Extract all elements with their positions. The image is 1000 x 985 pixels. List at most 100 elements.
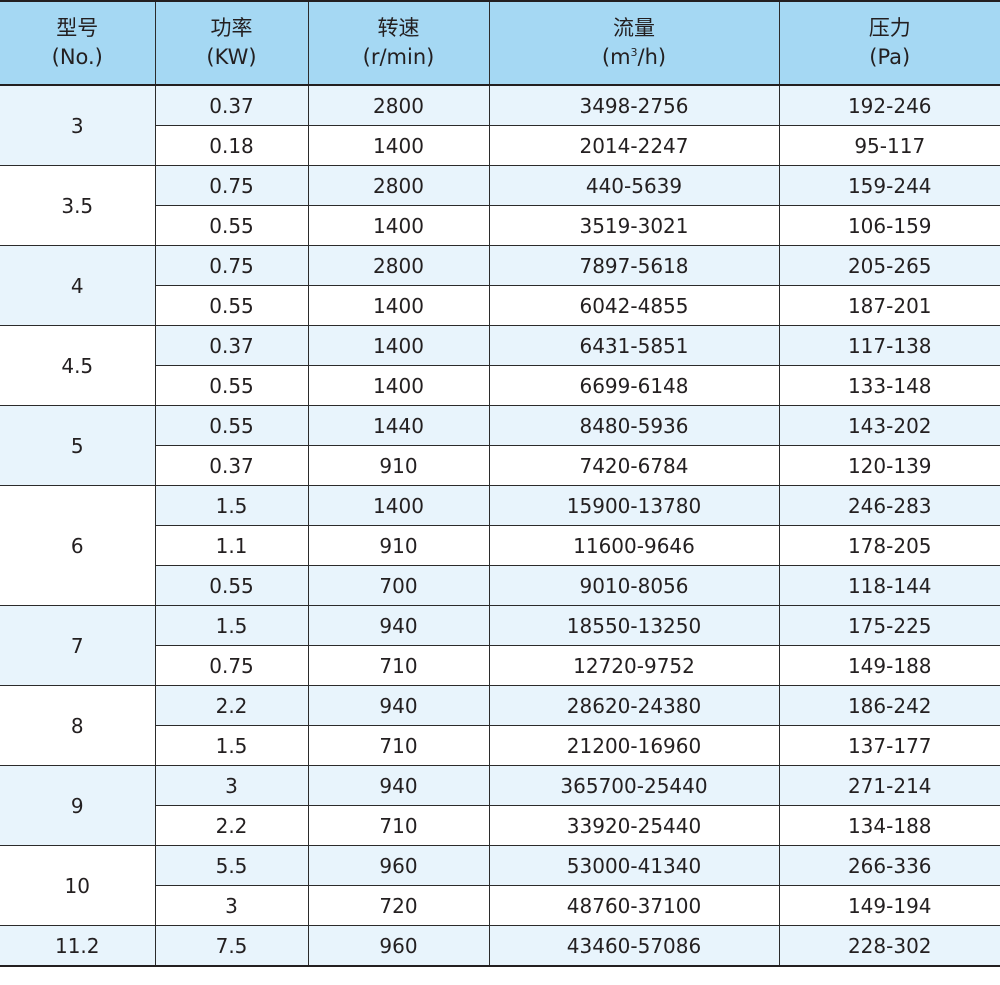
table-row: 2.2 710 33920-25440 134-188 <box>0 805 1000 846</box>
table-row: 0.18 1400 2014-2247 95-117 <box>0 125 1000 166</box>
model-cell: 5 <box>0 405 156 486</box>
flow-cell: 440-5639 <box>488 165 780 206</box>
power-cell: 3 <box>155 885 309 926</box>
header-speed: 转速 (r/min) <box>307 1 490 85</box>
flow-cell: 33920-25440 <box>488 805 780 846</box>
model-cell: 7 <box>0 605 156 686</box>
flow-cell: 2014-2247 <box>488 125 780 166</box>
pressure-cell: 186-242 <box>778 685 1000 726</box>
flow-cell: 12720-9752 <box>488 645 780 686</box>
header-flow-unit: (m3/h) <box>490 43 779 72</box>
pressure-cell: 192-246 <box>778 84 1000 126</box>
flow-cell: 53000-41340 <box>488 845 780 886</box>
flow-cell: 18550-13250 <box>488 605 780 646</box>
header-power-title: 功率 <box>210 16 253 40</box>
flow-cell: 6042-4855 <box>488 285 780 326</box>
pressure-cell: 133-148 <box>778 365 1000 406</box>
header-model: 型号 (No.) <box>0 1 156 85</box>
pressure-cell: 118-144 <box>778 565 1000 606</box>
table-row: 3.5 0.75 2800 440-5639 159-244 <box>0 165 1000 246</box>
power-cell: 0.55 <box>155 365 309 406</box>
header-pressure: 压力 (Pa) <box>778 1 1000 85</box>
pressure-cell: 120-139 <box>778 445 1000 486</box>
power-cell: 0.55 <box>155 565 309 606</box>
speed-cell: 910 <box>307 525 490 566</box>
power-cell: 0.55 <box>155 205 309 246</box>
speed-cell: 700 <box>307 565 490 606</box>
pressure-cell: 106-159 <box>778 205 1000 246</box>
table-body: 3 0.37 2800 3498-2756 192-246 0.18 1400 2014-22… <box>0 84 1000 967</box>
model-cell: 10 <box>0 845 156 926</box>
model-cell: 3 <box>0 84 156 166</box>
flow-cell: 3519-3021 <box>488 205 780 246</box>
power-cell: 2.2 <box>155 805 309 846</box>
power-cell: 5.5 <box>154 845 309 886</box>
power-cell: 0.37 <box>154 84 309 126</box>
table-row: 1.5 710 21200-16960 137-177 <box>0 725 1000 766</box>
header-flow-unit-post: /h) <box>637 45 667 69</box>
speed-cell: 960 <box>307 845 490 886</box>
pressure-cell: 271-214 <box>778 765 1000 806</box>
pressure-cell: 159-244 <box>778 165 1000 206</box>
speed-cell: 2800 <box>307 165 490 206</box>
flow-cell: 9010-8056 <box>488 565 780 606</box>
speed-cell: 720 <box>307 885 490 926</box>
pressure-cell: 246-283 <box>778 485 1000 526</box>
pressure-cell: 134-188 <box>778 805 1000 846</box>
header-pressure-unit: (Pa) <box>869 45 911 69</box>
pressure-cell: 178-205 <box>778 525 1000 566</box>
table-row: 3 0.37 2800 3498-2756 192-246 <box>0 84 1000 166</box>
flow-cell: 21200-16960 <box>488 725 780 766</box>
power-cell: 0.75 <box>155 645 309 686</box>
header-flow-unit-pre: (m <box>601 45 631 69</box>
table-row: 0.55 1400 6042-4855 187-201 <box>0 285 1000 326</box>
table-row: 1.1 910 11600-9646 178-205 <box>0 525 1000 566</box>
table-row: 0.37 910 7420-6784 120-139 <box>0 445 1000 486</box>
power-cell: 1.5 <box>154 605 309 646</box>
pressure-cell: 205-265 <box>778 245 1000 286</box>
header-flow: 流量 (m3/h) <box>488 1 780 85</box>
table-row: 0.55 1400 3519-3021 106-159 <box>0 205 1000 246</box>
power-cell: 1.5 <box>155 725 309 766</box>
table-row: 4 0.75 2800 7897-5618 205-265 <box>0 245 1000 326</box>
model-cell: 8 <box>0 685 156 766</box>
model-cell: 4 <box>0 245 156 326</box>
pressure-cell: 149-188 <box>778 645 1000 686</box>
flow-cell: 28620-24380 <box>488 685 780 726</box>
power-cell: 7.5 <box>154 925 309 967</box>
pressure-cell: 143-202 <box>778 405 1000 446</box>
table-row: 0.75 710 12720-9752 149-188 <box>0 645 1000 686</box>
pressure-cell: 149-194 <box>778 885 1000 926</box>
table-row: 7 1.5 940 18550-13250 175-225 <box>0 605 1000 686</box>
header-row: 型号 (No.) 功率 (KW) 转速 (r/min) 流量 (m3/h) 压力 <box>0 1 1000 85</box>
pressure-cell: 117-138 <box>778 325 1000 366</box>
table-row: 3 720 48760-37100 149-194 <box>0 885 1000 926</box>
header-flow-unit-sup: 3 <box>630 46 638 59</box>
power-cell: 0.55 <box>154 405 309 446</box>
table-row: 8 2.2 940 28620-24380 186-242 <box>0 685 1000 766</box>
flow-cell: 365700-25440 <box>488 765 780 806</box>
power-cell: 1.1 <box>155 525 309 566</box>
power-cell: 0.75 <box>154 245 309 286</box>
flow-cell: 7897-5618 <box>488 245 780 286</box>
speed-cell: 2800 <box>307 245 490 286</box>
speed-cell: 910 <box>307 445 490 486</box>
table-row: 9 3 940 365700-25440 271-214 <box>0 765 1000 846</box>
header-pressure-title: 压力 <box>868 16 911 40</box>
pressure-cell: 266-336 <box>778 845 1000 886</box>
header-flow-title: 流量 <box>613 16 655 40</box>
power-cell: 0.18 <box>155 125 309 166</box>
pressure-cell: 95-117 <box>778 125 1000 166</box>
power-cell: 0.55 <box>155 285 309 326</box>
speed-cell: 1400 <box>307 365 490 406</box>
header-speed-unit: (r/min) <box>362 45 435 69</box>
speed-cell: 940 <box>307 765 490 806</box>
speed-cell: 710 <box>307 645 490 686</box>
table-row: 4.5 0.37 1400 6431-5851 117-138 <box>0 325 1000 406</box>
header-power: 功率 (KW) <box>154 1 309 85</box>
speed-cell: 710 <box>307 725 490 766</box>
speed-cell: 710 <box>307 805 490 846</box>
pressure-cell: 175-225 <box>778 605 1000 646</box>
pressure-cell: 187-201 <box>778 285 1000 326</box>
